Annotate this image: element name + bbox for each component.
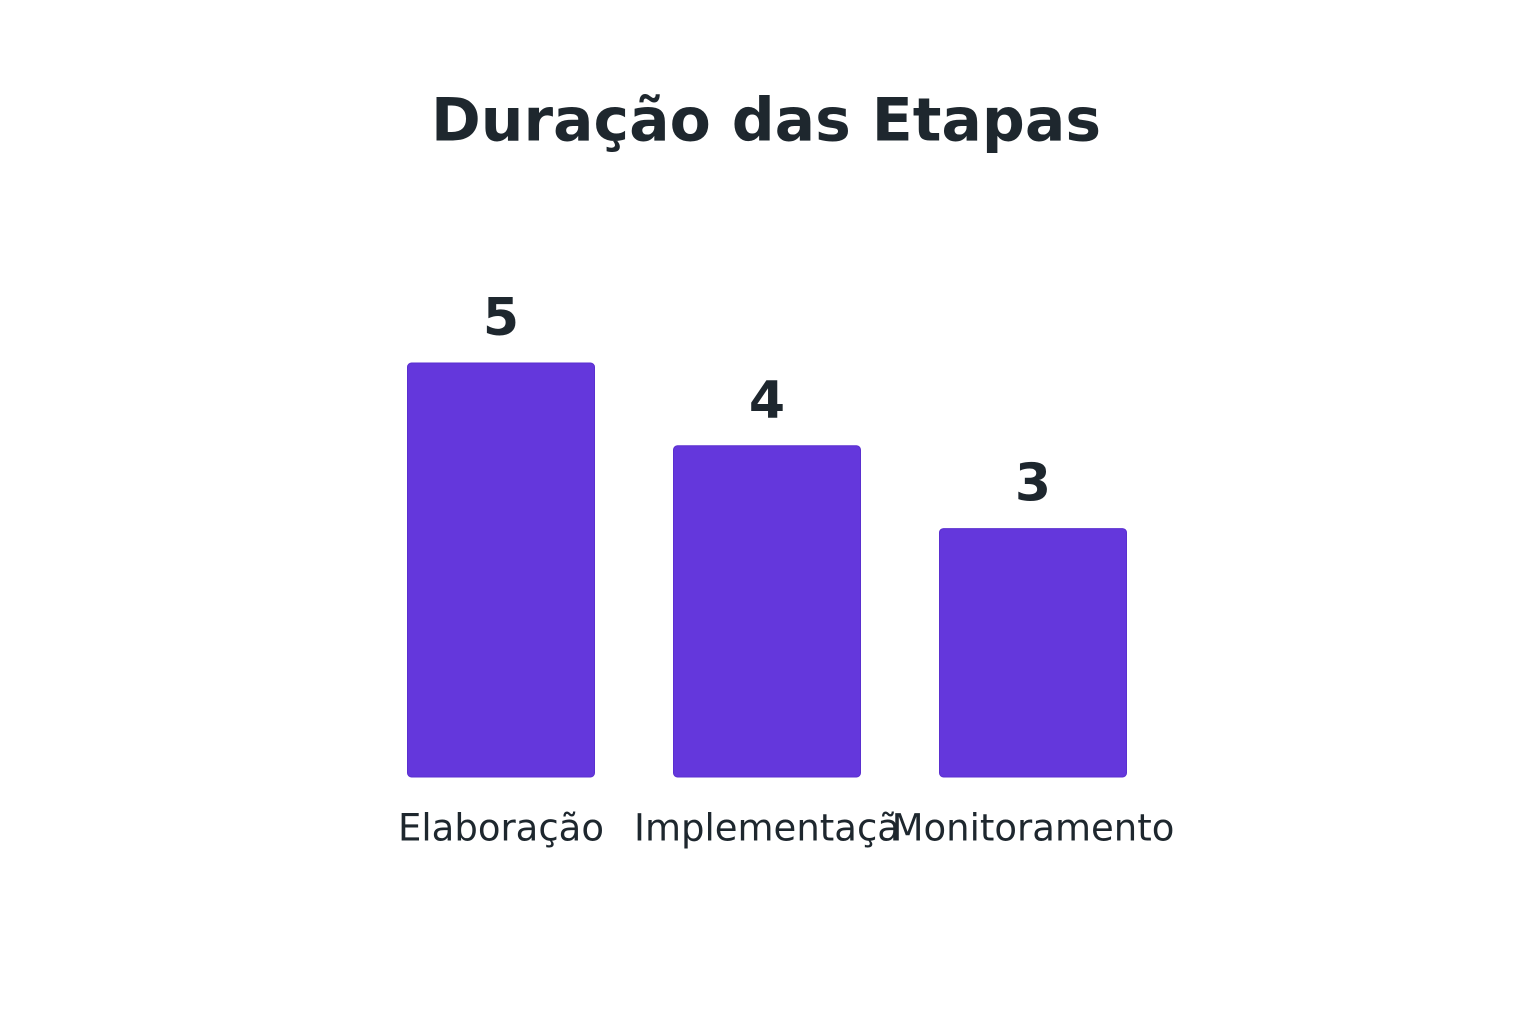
bar bbox=[673, 445, 861, 778]
value-label: 3 bbox=[1015, 454, 1051, 514]
value-label: 4 bbox=[749, 371, 785, 431]
x-tick-label: Elaboração bbox=[398, 807, 604, 850]
chart-title: Duração das Etapas bbox=[431, 86, 1101, 156]
value-label: 5 bbox=[483, 288, 519, 348]
x-tick-label: Monitoramento bbox=[892, 807, 1175, 850]
bar bbox=[939, 528, 1127, 778]
bar bbox=[407, 362, 595, 778]
x-tick-label: Implementaçã bbox=[634, 807, 900, 850]
